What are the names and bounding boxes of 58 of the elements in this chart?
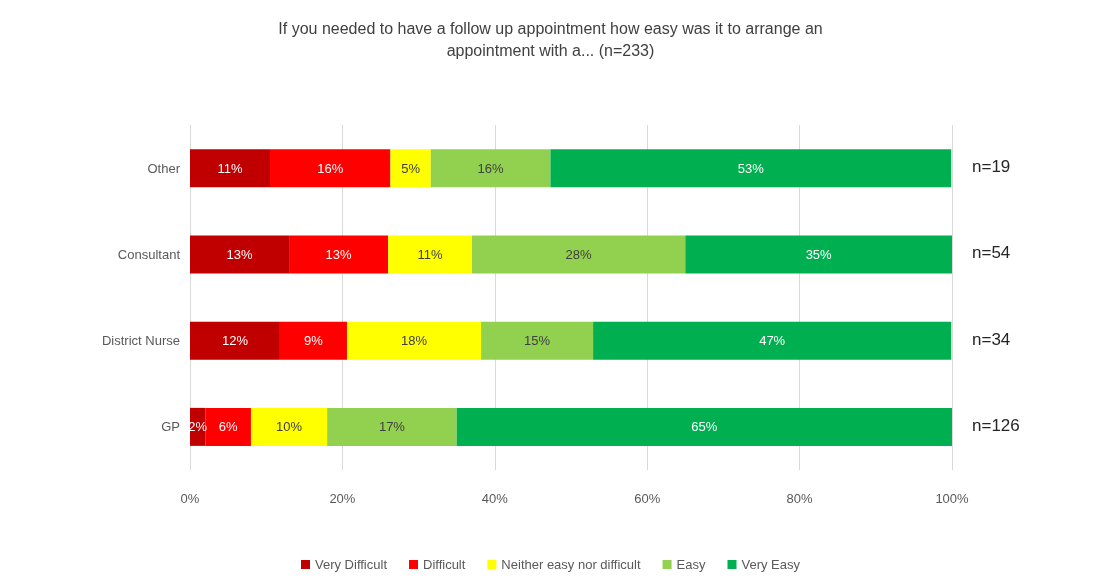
bar	[456, 407, 952, 446]
bar	[205, 407, 251, 446]
data-label: 17%	[378, 419, 406, 435]
bar	[190, 149, 271, 188]
x-tick-label: 80%	[786, 491, 814, 506]
data-label: 11%	[217, 160, 243, 176]
bar	[390, 149, 431, 188]
bar	[270, 149, 391, 188]
text: n=19	[972, 157, 1011, 177]
data-label: 13%	[226, 246, 253, 262]
bar	[593, 321, 952, 360]
bar	[190, 321, 280, 360]
bar	[279, 321, 347, 360]
bar	[190, 235, 290, 274]
y-tick-label: Consultant	[117, 246, 181, 262]
bar	[250, 407, 328, 446]
legend-label: Very Difficult	[314, 557, 388, 572]
y-tick-label: GP	[161, 419, 180, 435]
x-tick-label: 20%	[329, 491, 356, 506]
data-label: 28%	[565, 246, 593, 262]
bar	[327, 407, 457, 446]
data-label: 12%	[221, 333, 249, 349]
data-label: 16%	[477, 160, 505, 176]
bar	[481, 321, 594, 360]
legend-label: Very Easy	[741, 557, 801, 572]
data-label: 11%	[417, 246, 443, 262]
data-label: 13%	[325, 246, 353, 262]
x-tick-label: 60%	[634, 491, 661, 506]
bar	[685, 235, 952, 274]
data-label: 47%	[759, 333, 786, 349]
bar	[471, 235, 686, 274]
legend-label: Neither easy nor difficult	[501, 557, 641, 572]
data-label: 16%	[317, 160, 344, 176]
data-label: 65%	[691, 419, 718, 435]
chart-title: If you needed to have a follow up appointment how easy was it to arrange an appointment with a... (n=233)	[278, 19, 823, 59]
bar	[550, 149, 952, 188]
legend-label: Difficult	[422, 557, 466, 572]
data-label: 5%	[401, 160, 421, 176]
data-label: 6%	[218, 419, 238, 435]
bar	[346, 321, 482, 360]
data-label: 18%	[401, 333, 428, 349]
data-label: 10%	[276, 419, 303, 435]
x-tick-label: 40%	[481, 491, 509, 506]
text: n=126	[972, 415, 1020, 435]
data-label: 35%	[805, 246, 833, 262]
data-label: 9%	[304, 333, 324, 349]
y-tick-label: Other	[147, 160, 181, 176]
data-label: 53%	[737, 160, 765, 176]
data-label: 15%	[524, 333, 551, 349]
bar	[388, 235, 472, 274]
x-tick-label: 100%	[935, 491, 970, 506]
bar	[289, 235, 389, 274]
text: n=34	[972, 329, 1011, 349]
bar	[430, 149, 551, 188]
x-tick-label: 0%	[180, 491, 200, 506]
legend-label: Easy	[676, 557, 706, 572]
text: n=54	[972, 243, 1011, 263]
y-tick-label: District Nurse	[101, 333, 180, 349]
